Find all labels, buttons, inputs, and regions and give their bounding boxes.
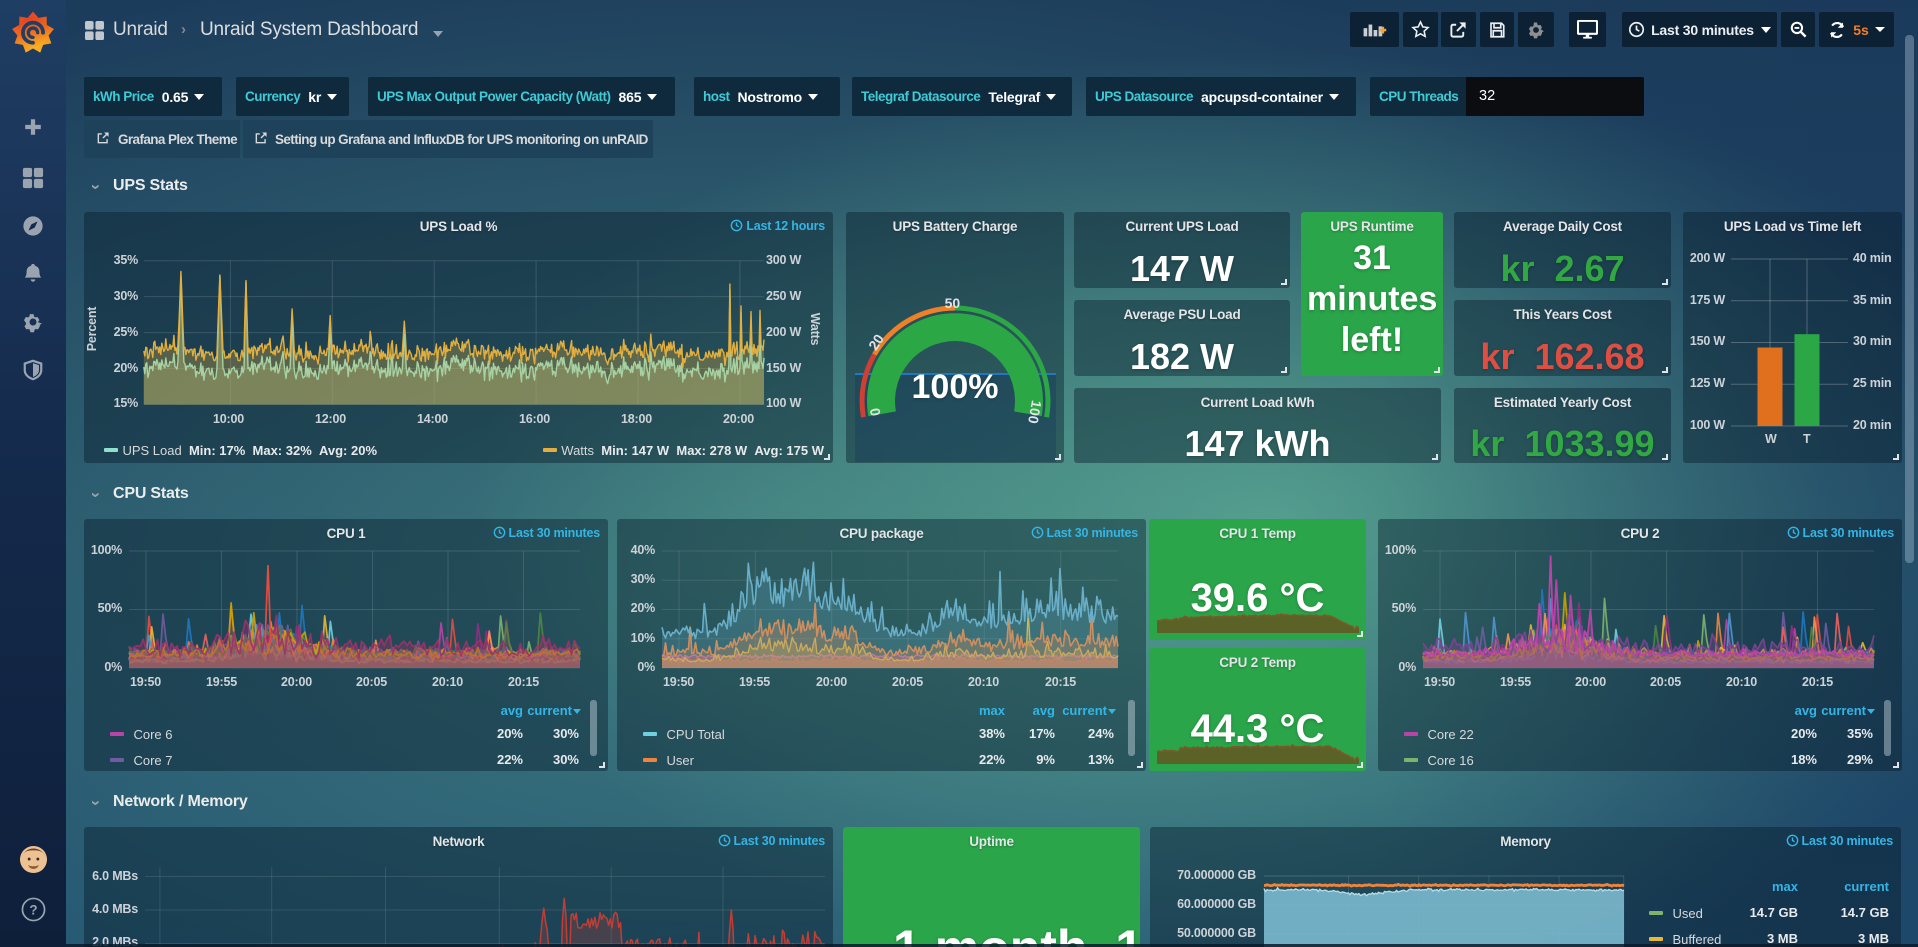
svg-text:?: ? (29, 902, 37, 917)
svg-text:0: 0 (866, 407, 883, 418)
svg-text:100: 100 (1025, 399, 1045, 425)
svg-text:20: 20 (865, 331, 887, 353)
svg-text:50: 50 (945, 295, 961, 311)
